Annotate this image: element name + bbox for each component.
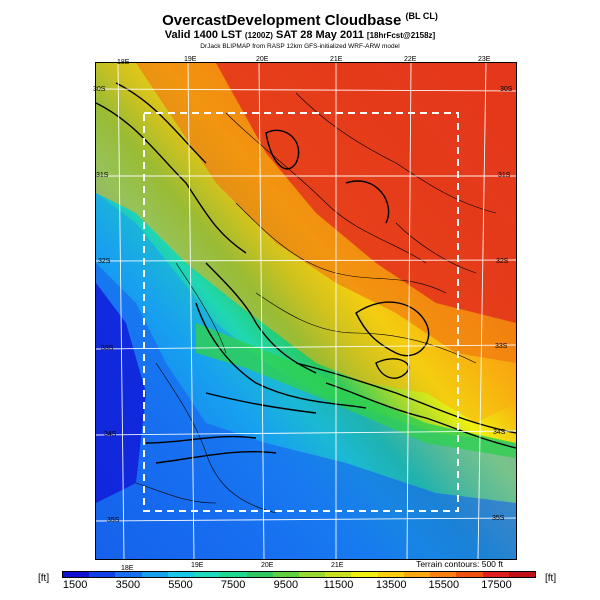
colorbar-unit-left: [ft] — [38, 573, 50, 584]
lat-label-left: 30S — [93, 86, 106, 93]
colorbar-swatch — [298, 572, 326, 577]
lon-label-bottom: 20E — [261, 562, 274, 569]
colorbar — [62, 571, 536, 578]
colorbar-tick-label: 11500 — [323, 579, 354, 591]
colorbar-tick-label: 1500 — [62, 579, 88, 591]
colorbar-tick-label: 15500 — [428, 579, 460, 591]
title-tag: (BL CL) — [405, 11, 438, 21]
lon-label-top: 23E — [478, 56, 491, 63]
colorbar-swatch — [508, 572, 535, 577]
colorbar-swatch — [482, 572, 509, 577]
colorbar-tick-label: 5500 — [168, 579, 193, 591]
lon-label-bottom: 18E — [121, 565, 134, 572]
map-panel — [95, 62, 517, 560]
terrain-contour-note: Terrain contours: 500 ft — [416, 559, 503, 569]
lat-label-right: 34S — [493, 429, 506, 436]
model-credit: DrJack BLIPMAP from RASP 12km GFS-initia… — [200, 43, 400, 50]
colorbar-swatch — [272, 572, 299, 577]
colorbar-swatch — [89, 572, 116, 577]
min-region — [96, 283, 146, 503]
lat-label-right: 33S — [495, 343, 508, 350]
lon-label-bottom: 19E — [191, 562, 204, 569]
green-band — [196, 323, 516, 458]
lat-label-left: 35S — [107, 517, 120, 524]
colorbar-swatch — [325, 572, 352, 577]
lon-label-top: 19E — [184, 56, 197, 63]
colorbar-swatch — [246, 572, 273, 577]
valid-utc: (1200Z) — [244, 31, 273, 40]
map-title: OvercastDevelopment Cloudbase (BL CL) — [0, 8, 600, 29]
lat-label-left: 32S — [98, 258, 111, 265]
cold-region — [96, 263, 516, 559]
colorbar-tick-label: 9500 — [273, 579, 299, 591]
inner-domain-box — [143, 112, 459, 512]
lat-label-left: 33S — [101, 345, 114, 352]
cloudbase-map — [96, 63, 516, 559]
valid-line: Valid 1400 LST (1200Z) SAT 28 May 2011 [… — [0, 29, 600, 42]
colorbar-tick-label: 17500 — [481, 579, 512, 591]
colorbar-swatch — [115, 572, 142, 577]
lon-label-top: 18E — [117, 59, 130, 66]
colorbar-swatch — [63, 572, 90, 577]
max-region — [216, 63, 516, 323]
lat-label-right: 31S — [498, 172, 511, 179]
lon-label-top: 21E — [330, 56, 343, 63]
colorbar-swatch — [351, 572, 378, 577]
lon-label-bottom: 21E — [331, 562, 344, 569]
main-title: OvercastDevelopment Cloudbase — [162, 12, 402, 29]
valid-date: SAT 28 May 2011 — [275, 29, 364, 41]
colorbar-tick-label: 3500 — [115, 579, 141, 591]
colorbar-swatch — [220, 572, 247, 577]
lat-label-right: 35S — [492, 515, 505, 522]
lat-label-left: 31S — [96, 172, 109, 179]
valid-time: Valid 1400 LST — [164, 29, 242, 41]
lat-label-right: 32S — [496, 258, 509, 265]
colorbar-swatch — [403, 572, 431, 577]
lat-label-right: 30S — [500, 86, 513, 93]
lon-label-top: 20E — [256, 56, 269, 63]
colorbar-tick-label: 13500 — [375, 579, 407, 591]
lat-lon-grid — [96, 63, 516, 559]
colorbar-swatch — [456, 572, 483, 577]
colorbar-swatch — [141, 572, 168, 577]
lon-label-top: 22E — [404, 56, 417, 63]
colorbar-unit-right: [ft] — [545, 573, 557, 584]
colorbar-swatch — [167, 572, 195, 577]
colorbar-swatch — [430, 572, 457, 577]
colorbar-swatch — [377, 572, 404, 577]
colorbar-tick-label: 7500 — [220, 579, 246, 591]
terrain-contours-minor — [135, 92, 497, 514]
colorbar-swatch — [194, 572, 221, 577]
forecast-hour: [18hrFcst@2158z] — [366, 31, 436, 40]
title-block: OvercastDevelopment Cloudbase (BL CL) Va… — [0, 8, 600, 51]
lat-label-left: 34S — [104, 431, 117, 438]
